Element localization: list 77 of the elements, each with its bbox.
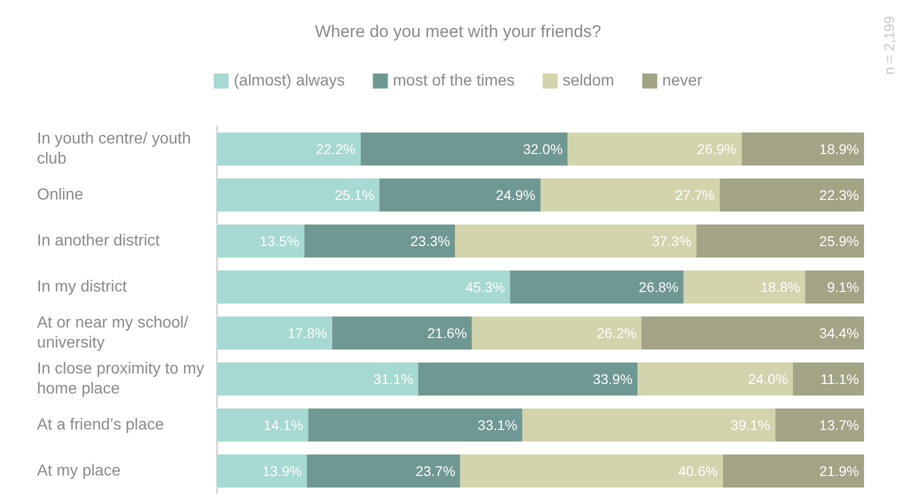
bar	[455, 224, 696, 258]
bar	[217, 316, 332, 350]
data-label: 23.7%	[416, 463, 456, 479]
data-label: 27.7%	[675, 187, 715, 203]
data-label: 9.1%	[827, 279, 859, 295]
y-tick-label: At my place	[37, 462, 121, 480]
data-label: 18.9%	[819, 141, 859, 157]
data-label: 39.1%	[730, 417, 770, 433]
bar	[332, 316, 472, 350]
y-tick-label: In my district	[37, 278, 128, 296]
y-tick-label: At a friend’s place	[37, 416, 164, 434]
data-label: 13.7%	[819, 417, 859, 433]
y-tick-label: In another district	[37, 232, 160, 250]
bar	[217, 408, 308, 442]
bar	[742, 132, 864, 166]
bar	[217, 362, 418, 396]
bar	[379, 178, 540, 212]
data-label: 17.8%	[287, 325, 328, 341]
data-label: 26.9%	[697, 141, 737, 157]
data-label: 18.8%	[760, 279, 800, 295]
bar	[522, 408, 776, 442]
bar	[775, 408, 864, 442]
bar	[720, 178, 864, 212]
legend-label: most of the times	[392, 72, 515, 90]
data-label: 34.4%	[819, 325, 859, 341]
bar	[722, 454, 864, 488]
data-label: 13.5%	[260, 233, 300, 249]
y-tick-label: In youth centre/ youth club	[37, 130, 196, 168]
data-label: 32.0%	[522, 141, 563, 157]
bar	[792, 362, 864, 396]
data-label: 23.3%	[410, 233, 450, 249]
bar	[217, 224, 304, 258]
data-label: 25.1%	[334, 187, 374, 203]
bar	[805, 270, 864, 304]
data-label: 21.6%	[427, 325, 467, 341]
data-label: 33.1%	[478, 417, 518, 433]
bar	[696, 224, 864, 258]
data-label: 22.3%	[819, 187, 859, 203]
bar	[360, 132, 568, 166]
bar	[638, 362, 793, 396]
legend-label: seldom	[562, 72, 614, 90]
bar	[540, 178, 720, 212]
bar	[306, 454, 460, 488]
data-label: 45.3%	[465, 279, 506, 295]
data-label: 40.6%	[678, 463, 718, 479]
bar	[641, 316, 864, 350]
bar	[472, 316, 642, 350]
bar	[510, 270, 684, 304]
bar	[568, 132, 742, 166]
legend-label: (almost) always	[234, 72, 345, 90]
bar	[308, 408, 522, 442]
bar	[304, 224, 456, 258]
y-tick-label: In close proximity to my home place	[37, 360, 209, 398]
y-tick-label: At or near my school/ university	[37, 314, 193, 352]
data-label: 31.1%	[374, 371, 414, 387]
chart-title: Where do you meet with your friends?	[314, 22, 602, 41]
bar	[217, 454, 307, 488]
data-label: 25.9%	[819, 233, 859, 249]
data-label: 21.9%	[819, 463, 859, 479]
data-label: 22.2%	[316, 141, 356, 157]
data-label: 11.1%	[820, 371, 859, 387]
data-label: 33.9%	[592, 371, 633, 387]
bar	[683, 270, 806, 304]
bar	[217, 132, 361, 166]
bar	[460, 454, 723, 488]
data-label: 13.9%	[262, 463, 302, 479]
data-label: 24.0%	[748, 371, 788, 387]
bar	[217, 178, 380, 212]
bar	[217, 270, 510, 304]
data-label: 26.2%	[596, 325, 636, 341]
y-tick-label: Online	[37, 186, 84, 204]
data-label: 14.1%	[264, 417, 304, 433]
data-label: 24.9%	[496, 187, 536, 203]
data-label: 26.8%	[638, 279, 678, 295]
bar	[418, 362, 638, 396]
legend-label: never	[662, 72, 703, 90]
data-label: 37.3%	[652, 233, 692, 249]
